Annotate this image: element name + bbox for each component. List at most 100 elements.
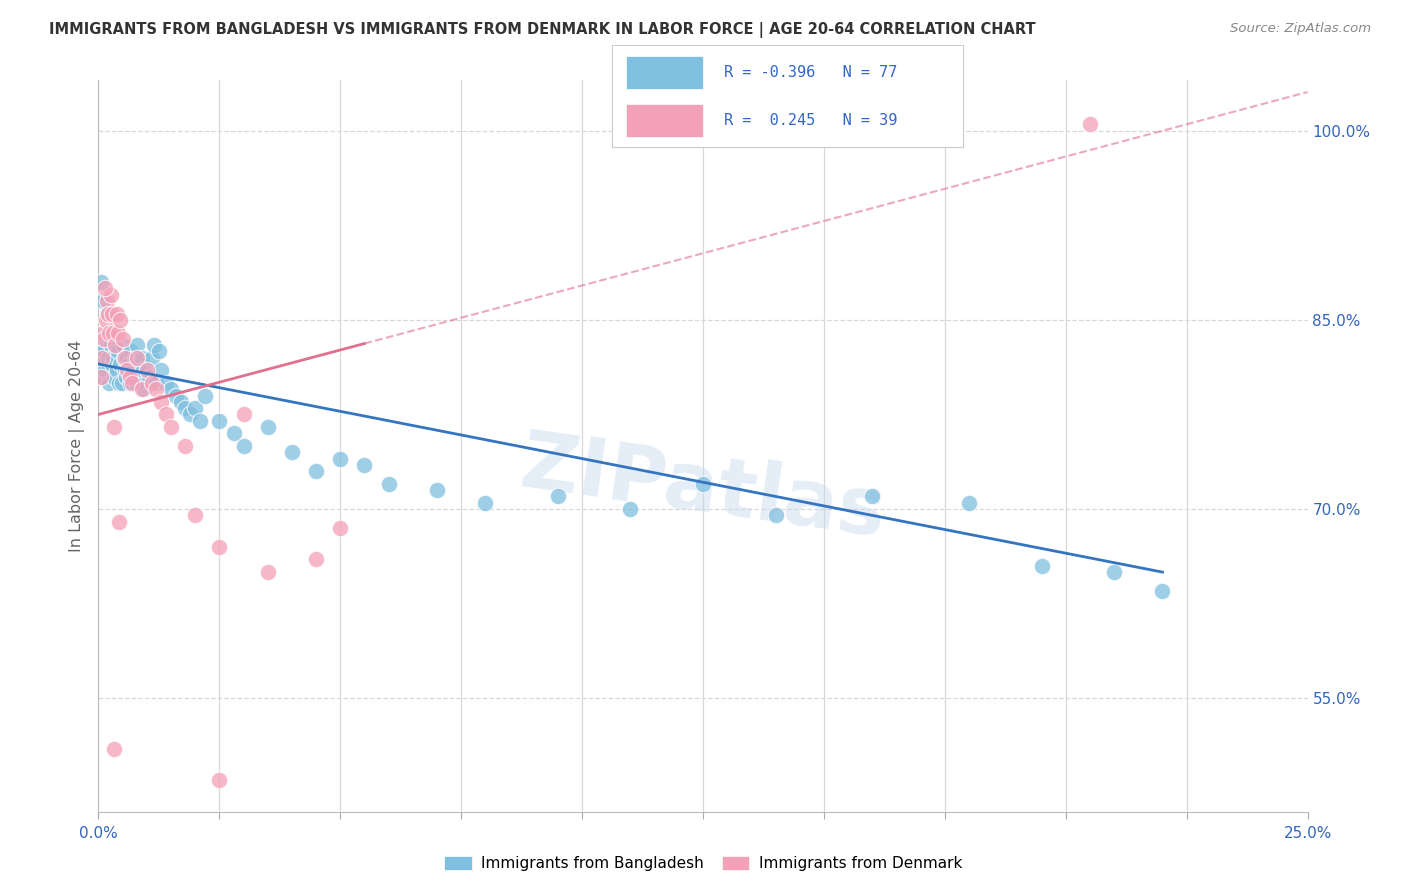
Point [145,376,167,390]
Point [90,357,112,371]
Point [122,369,145,384]
Point [114,351,136,365]
Legend: Immigrants from Bangladesh, Immigrants from Denmark: Immigrants from Bangladesh, Immigrants f… [439,850,967,877]
Y-axis label: In Labor Force | Age 20-64: In Labor Force | Age 20-64 [69,340,84,552]
Point [131,382,153,396]
Point [353,458,375,472]
Point [165,388,187,402]
Point [101,357,124,371]
Point [160,382,183,396]
Bar [626,104,703,137]
Point [96,293,118,308]
Point [111,376,134,390]
Point [256,565,278,579]
Point [103,369,125,384]
Point [155,376,177,390]
Point [115,369,138,384]
Point [150,363,173,377]
Point [127,338,149,352]
Point [91,351,114,365]
Point [135,363,157,377]
Point [129,369,152,384]
Point [107,515,129,529]
Point [107,344,129,359]
Point [426,483,449,497]
Point [121,363,143,377]
Point [101,351,124,365]
Point [94,313,117,327]
Point [91,326,114,340]
Text: R =  0.245   N = 39: R = 0.245 N = 39 [724,113,897,128]
Point [547,490,569,504]
Point [860,490,883,504]
Point [108,313,131,327]
Point [103,741,125,756]
Point [132,363,155,377]
Text: Source: ZipAtlas.com: Source: ZipAtlas.com [1230,22,1371,36]
Point [93,332,115,346]
Point [114,363,136,377]
Point [90,351,112,365]
Point [305,552,328,566]
Point [174,401,197,416]
Point [256,420,278,434]
Point [329,521,352,535]
Point [93,281,115,295]
Point [188,414,211,428]
Point [150,395,173,409]
Point [98,376,121,390]
Point [131,351,153,365]
Point [135,363,157,377]
Bar [626,56,703,88]
Point [91,369,114,384]
Point [117,363,139,377]
Point [111,332,134,346]
Point [107,376,129,390]
Point [134,382,156,396]
Point [619,502,641,516]
Point [179,408,201,422]
Point [692,476,714,491]
Point [184,508,207,523]
Point [96,326,118,340]
Point [121,376,143,390]
Text: IMMIGRANTS FROM BANGLADESH VS IMMIGRANTS FROM DENMARK IN LABOR FORCE | AGE 20-64: IMMIGRANTS FROM BANGLADESH VS IMMIGRANTS… [49,22,1036,38]
Point [765,508,787,523]
Text: R = -0.396   N = 77: R = -0.396 N = 77 [724,65,897,79]
Point [118,369,141,384]
Point [104,338,127,352]
Point [117,351,139,365]
Point [100,338,122,352]
Point [120,344,142,359]
Point [208,773,231,788]
Point [305,464,328,478]
Point [125,376,148,390]
Point [160,420,183,434]
Point [377,476,399,491]
Point [90,275,112,289]
Point [96,307,118,321]
Point [93,344,115,359]
Point [208,414,231,428]
Point [1031,558,1053,573]
Point [100,287,122,301]
Point [107,326,129,340]
Point [169,395,191,409]
Point [112,351,135,365]
Point [101,326,124,340]
Point [141,351,163,365]
Point [143,338,166,352]
Point [145,382,167,396]
Point [1152,584,1174,599]
Point [329,451,352,466]
Point [91,293,114,308]
Point [138,369,160,384]
Point [104,338,127,352]
Point [222,426,245,441]
Point [108,357,131,371]
Point [1078,117,1101,131]
Point [105,307,128,321]
Point [174,439,197,453]
Point [148,344,170,359]
Point [127,351,149,365]
